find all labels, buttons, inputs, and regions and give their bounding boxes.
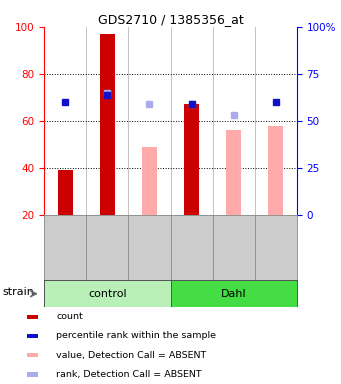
Text: value, Detection Call = ABSENT: value, Detection Call = ABSENT [56, 351, 206, 360]
Text: count: count [56, 312, 83, 321]
Title: GDS2710 / 1385356_at: GDS2710 / 1385356_at [98, 13, 243, 26]
Bar [27, 372, 38, 376]
Bar [27, 334, 38, 338]
Bar [58, 170, 73, 215]
Bar [170, 280, 297, 307]
Text: strain: strain [2, 287, 34, 298]
Text: percentile rank within the sample: percentile rank within the sample [56, 331, 216, 341]
Text: Dahl: Dahl [221, 289, 247, 299]
Text: control: control [88, 289, 127, 299]
Bar [268, 126, 283, 215]
Bar [27, 315, 38, 319]
Bar [184, 104, 199, 215]
Bar [100, 34, 115, 215]
Text: rank, Detection Call = ABSENT: rank, Detection Call = ABSENT [56, 370, 202, 379]
Bar [142, 147, 157, 215]
Bar [226, 131, 241, 215]
Bar [27, 353, 38, 357]
Bar [44, 280, 170, 307]
